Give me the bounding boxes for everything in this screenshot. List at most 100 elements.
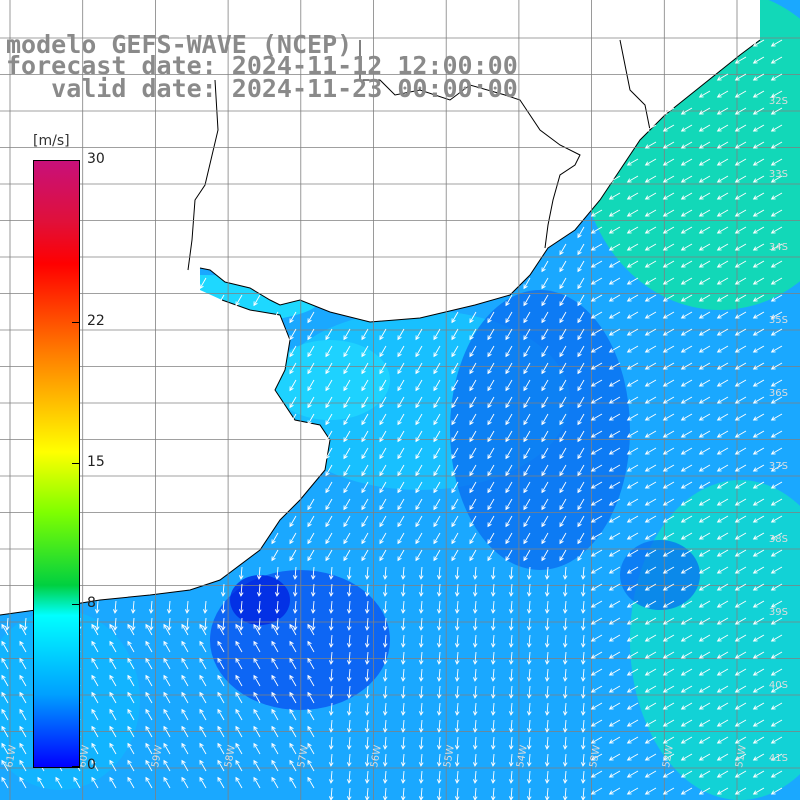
wind-arrow [19, 759, 27, 772]
wind-arrow [626, 719, 639, 727]
wind-arrow [626, 209, 639, 217]
wind-arrow [325, 396, 333, 409]
wind-arrow [680, 719, 693, 727]
wind-arrow [418, 566, 424, 580]
wind-arrow [644, 192, 657, 200]
wind-arrow [109, 708, 117, 721]
wind-arrow [770, 226, 783, 234]
wind-arrow [310, 600, 316, 614]
lat-label: 41S [769, 753, 788, 764]
wind-arrow [454, 617, 460, 631]
wind-arrow [163, 623, 171, 636]
wind-arrow [127, 674, 135, 687]
wind-arrow [626, 158, 639, 166]
wind-arrow [770, 617, 783, 625]
wind-arrow [590, 277, 603, 285]
wind-arrow [523, 328, 531, 341]
wind-arrow [698, 311, 711, 319]
wind-arrow [590, 515, 603, 523]
colorbar-tick-mark [72, 160, 80, 161]
wind-arrow [454, 702, 460, 716]
wind-arrow [680, 464, 693, 472]
wind-arrow [770, 396, 783, 404]
wind-arrow [307, 532, 315, 545]
wind-arrow [526, 702, 532, 716]
wind-arrow [770, 719, 783, 727]
wind-arrow [1, 640, 9, 653]
wind-arrow [415, 447, 423, 460]
wind-arrow [562, 753, 568, 767]
wind-arrow [752, 243, 765, 251]
wind-arrow [644, 702, 657, 710]
wind-arrow [289, 311, 297, 324]
wind-arrow [698, 787, 711, 795]
wind-arrow [508, 685, 514, 699]
wind-arrow [55, 776, 63, 789]
wind-arrow [397, 464, 405, 477]
wind-arrow [238, 566, 244, 580]
wind-arrow [770, 260, 783, 268]
wind-arrow [253, 759, 261, 772]
wind-arrow [770, 634, 783, 642]
wind-arrow [608, 277, 621, 285]
wind-arrow [127, 640, 135, 653]
wind-arrow [662, 107, 675, 115]
wind-arrow [559, 328, 567, 341]
wind-arrow [698, 549, 711, 557]
wind-arrow [217, 759, 225, 772]
wind-arrow [577, 413, 585, 426]
wind-arrow [508, 736, 514, 750]
wind-arrow [346, 702, 352, 716]
wind-arrow [418, 651, 424, 665]
wind-arrow [382, 617, 388, 631]
lon-label: 59W [150, 744, 165, 768]
wind-arrow [626, 464, 639, 472]
wind-arrow [698, 158, 711, 166]
wind-arrow [325, 515, 333, 528]
wind-arrow [590, 311, 603, 319]
wind-arrow [271, 549, 279, 562]
wind-arrow [577, 277, 585, 290]
wind-arrow [91, 759, 99, 772]
wind-arrow [752, 787, 765, 795]
wind-arrow [145, 759, 153, 772]
wind-arrow [271, 776, 279, 789]
wind-arrow [490, 668, 496, 682]
wind-arrow [400, 719, 406, 733]
wind-arrow [698, 328, 711, 336]
wind-arrow [307, 311, 315, 324]
wind-arrow [716, 532, 729, 540]
wind-arrow [770, 566, 783, 574]
wind-arrow [698, 498, 711, 506]
colorbar-tick-label: 15 [87, 454, 105, 470]
wind-arrow [698, 413, 711, 421]
wind-arrow [328, 566, 334, 580]
wind-arrow [523, 294, 531, 307]
wind-arrow [379, 532, 387, 545]
wind-arrow [734, 345, 747, 353]
wind-arrow [770, 651, 783, 659]
wind-arrow [19, 640, 27, 653]
wind-arrow [382, 770, 388, 784]
wind-arrow [523, 549, 531, 562]
wind-arrow [590, 430, 603, 438]
wind-arrow [397, 413, 405, 426]
wind-arrow [490, 600, 496, 614]
wind-arrow [608, 413, 621, 421]
wind-arrow [770, 685, 783, 693]
wind-arrow [271, 708, 279, 721]
wind-arrow [680, 549, 693, 557]
wind-arrow [626, 379, 639, 387]
wind-arrow [680, 158, 693, 166]
wind-arrow [307, 725, 315, 738]
wind-arrow [163, 657, 171, 670]
wind-arrow [364, 583, 370, 597]
wind-arrow [289, 674, 297, 687]
wind-arrow [680, 260, 693, 268]
wind-arrow [472, 566, 478, 580]
wind-arrow [608, 192, 621, 200]
wind-arrow [559, 498, 567, 511]
wind-arrow [680, 634, 693, 642]
wind-arrow [770, 158, 783, 166]
wind-arrow [608, 617, 621, 625]
